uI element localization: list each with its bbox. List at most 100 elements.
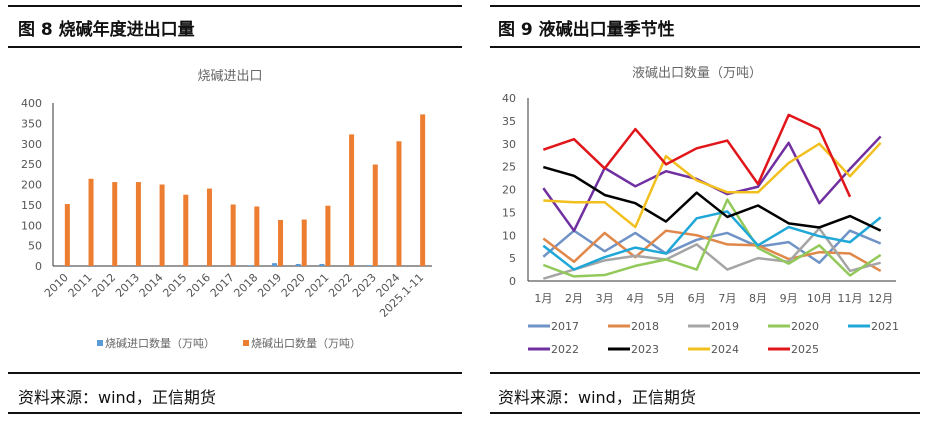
bar-export	[112, 182, 118, 266]
series-line-2024	[543, 141, 882, 229]
legend-label: 2020	[791, 320, 819, 333]
title-rule-right	[490, 46, 920, 48]
y-tick-label: 15	[502, 206, 516, 219]
y-tick-label: 35	[502, 115, 516, 128]
x-tick-label: 7月	[718, 292, 736, 305]
x-tick-label: 4月	[626, 292, 644, 305]
x-tick-label: 2016	[184, 271, 213, 300]
bar-export	[396, 141, 402, 266]
bar-export	[372, 164, 378, 266]
figure-title-right: 图 9 液碱出口量季节性	[498, 20, 675, 40]
bar-import	[272, 263, 278, 266]
legend-label: 2019	[711, 320, 739, 333]
x-tick-label: 10月	[807, 292, 832, 305]
bar-export	[183, 194, 189, 266]
x-tick-label: 2月	[565, 292, 583, 305]
source-rule-left	[8, 372, 462, 374]
x-tick-label: 2021	[303, 271, 332, 300]
x-tick-label: 9月	[780, 292, 798, 305]
y-tick-label: 150	[21, 199, 42, 212]
y-tick-label: 20	[502, 184, 516, 197]
x-tick-label: 2018	[231, 271, 260, 300]
legend-label: 2022	[551, 343, 579, 356]
y-tick-label: 5	[509, 252, 516, 265]
x-tick-label: 12月	[868, 292, 893, 305]
legend-label: 2023	[631, 343, 659, 356]
legend-swatch	[243, 340, 249, 346]
legend-label: 烧碱出口数量（万吨）	[251, 336, 361, 350]
series-line-2025	[542, 113, 852, 198]
y-tick-label: 40	[502, 92, 516, 105]
x-tick-label: 2012	[89, 271, 118, 300]
bar-import	[248, 265, 254, 266]
x-tick-label: 11月	[838, 292, 863, 305]
x-tick-label: 2017	[208, 271, 237, 300]
legend-swatch	[97, 340, 103, 346]
y-tick-label: 200	[21, 179, 42, 192]
bottom-rule-right	[490, 412, 920, 414]
series-line-2020	[542, 198, 882, 278]
x-tick-label: 2022	[326, 271, 355, 300]
chart-title: 烧碱进出口	[197, 69, 262, 84]
bar-export	[135, 182, 141, 266]
legend-label: 2017	[551, 320, 579, 333]
y-tick-label: 30	[502, 138, 516, 151]
x-tick-label: 2010	[42, 271, 71, 300]
x-tick-label: 2020	[279, 271, 308, 300]
y-tick-label: 0	[509, 275, 516, 288]
bar-import	[295, 263, 301, 266]
y-tick-label: 100	[21, 219, 42, 232]
x-tick-label: 2023	[350, 271, 379, 300]
figure-title-left: 图 8 烧碱年度进出口量	[18, 20, 195, 40]
legend-label: 2025	[791, 343, 819, 356]
bottom-rule-left	[8, 412, 462, 414]
top-rule-left	[8, 5, 462, 7]
bar-export	[420, 114, 426, 266]
bar-export	[64, 204, 70, 266]
bar-export	[301, 219, 307, 266]
series-line-2023	[542, 165, 882, 232]
bar-export	[230, 204, 236, 266]
chart-title: 液碱出口数量（万吨）	[632, 66, 762, 81]
x-tick-label: 8月	[749, 292, 767, 305]
series-line-2021	[542, 210, 882, 271]
bar-export	[206, 188, 212, 266]
y-tick-label: 10	[502, 229, 516, 242]
y-tick-label: 250	[21, 158, 42, 171]
x-tick-label: 2013	[113, 271, 142, 300]
series-line-2019	[542, 227, 881, 280]
x-tick-label: 6月	[688, 292, 706, 305]
x-tick-label: 2015	[160, 271, 189, 300]
y-tick-label: 0	[35, 260, 42, 273]
source-rule-right	[490, 372, 920, 374]
source-left: 资料来源：wind，正信期货	[18, 388, 216, 407]
y-tick-label: 50	[28, 240, 42, 253]
bar-import	[366, 265, 372, 266]
x-tick-label: 1月	[534, 292, 552, 305]
title-rule-left	[8, 46, 462, 48]
x-tick-label: 2014	[137, 271, 166, 300]
legend-label: 2024	[711, 343, 739, 356]
bar-export	[349, 134, 355, 266]
source-right: 资料来源：wind，正信期货	[498, 388, 696, 407]
bar-export	[88, 178, 94, 266]
x-tick-label: 2011	[66, 271, 95, 300]
bar-export	[159, 184, 165, 266]
x-tick-label: 3月	[596, 292, 614, 305]
y-tick-label: 25	[502, 161, 516, 174]
x-tick-label: 2019	[255, 271, 284, 300]
legend-label: 烧碱进口数量（万吨）	[105, 337, 215, 350]
y-tick-label: 350	[21, 117, 42, 130]
top-rule-right	[490, 5, 920, 7]
legend-label: 2018	[631, 320, 659, 333]
bar-export	[278, 219, 284, 266]
bar-export	[254, 206, 260, 266]
legend-label: 2021	[871, 320, 899, 333]
y-tick-label: 300	[21, 138, 42, 151]
y-tick-label: 400	[21, 97, 42, 110]
bar-export	[325, 205, 331, 266]
x-tick-label: 5月	[657, 292, 675, 305]
bar-import	[319, 263, 325, 266]
series-line-2018	[542, 229, 882, 273]
